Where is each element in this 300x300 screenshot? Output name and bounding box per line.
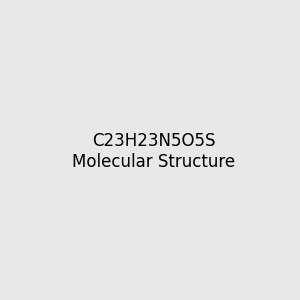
Text: C23H23N5O5S
Molecular Structure: C23H23N5O5S Molecular Structure xyxy=(72,132,235,171)
